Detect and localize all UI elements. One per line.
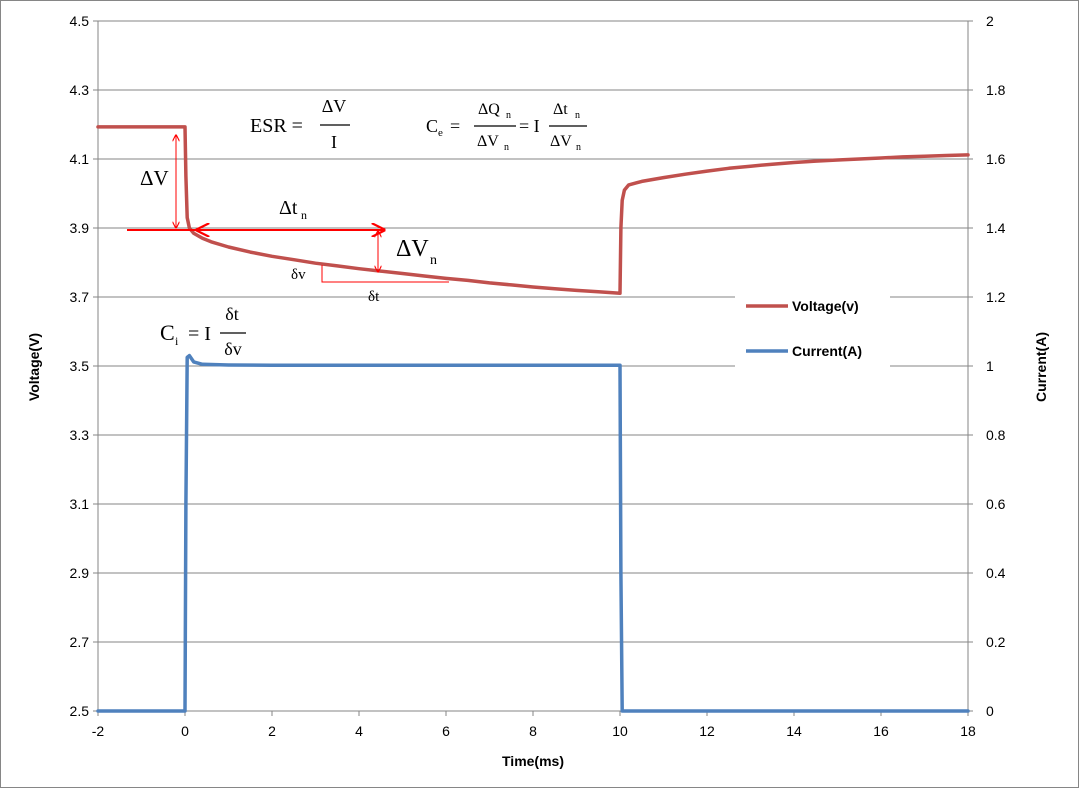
x-tick-label: 14 [786,723,802,739]
y-tick-label: 4.5 [70,13,90,29]
y2-tick-label: 0.6 [986,496,1006,512]
ce-den2-sub: n [576,142,581,153]
y-tick-label: 4.3 [70,82,90,98]
x-tick-label: 18 [960,723,976,739]
y2-tick-label: 0 [986,703,994,719]
ce-middle: = I [519,116,540,136]
legend: Voltage(v) Current(A) [735,288,890,376]
y2-axis-title: Current(A) [1033,332,1049,402]
esr-numerator: ΔV [322,96,347,116]
ce-prefix: C [426,116,438,136]
x-tick-label: 10 [612,723,628,739]
ce-num2: Δt [553,101,568,118]
x-tick-label: 8 [529,723,537,739]
ce-den1-sub: n [504,142,509,153]
ce-num2-sub: n [575,110,580,121]
delta-v-label: ΔV [140,166,169,190]
small-dt-label: δt [368,289,380,305]
delta-vn-subscript: n [430,253,437,268]
ci-equation: C i = I δt δv [160,304,246,359]
x-tick-label: -2 [92,723,105,739]
x-tick-label: 2 [268,723,276,739]
esr-equation: ESR = ΔV I [250,96,350,152]
series-line-voltage-v [96,125,970,295]
y2-tick-label: 1.2 [986,289,1006,305]
y2-tick-label: 1 [986,358,994,374]
legend-background [735,288,890,376]
y2-tick-label: 2 [986,13,994,29]
y-tick-label: 3.5 [70,358,90,374]
y-tick-label: 3.1 [70,496,90,512]
x-tick-label: 0 [181,723,189,739]
tick-labels: 2.5 2.7 2.9 3.1 3.3 3.5 3.7 3.9 4.1 4.3 4.5 0 0.2 0.4… [70,13,1006,739]
x-axis-title: Time(ms) [502,753,564,769]
small-dv-label: δv [291,267,306,283]
x-tick-label: 6 [442,723,450,739]
y2-tick-label: 0.2 [986,634,1006,650]
annotations: ΔV Δt n ΔV n δv δt [127,135,449,305]
y2-tick-label: 1.6 [986,151,1006,167]
axes [93,20,973,716]
y2-tick-label: 1.4 [986,220,1006,236]
slope-triangle [321,265,449,283]
ce-equation: C e = ΔQ n ΔV n = I Δt n ΔV n [426,101,587,153]
esr-denominator: I [331,132,337,152]
ce-den2: ΔV [550,133,572,150]
ci-subscript: i [175,334,179,348]
legend-voltage-label: Voltage(v) [792,298,859,314]
delta-tn-subscript: n [301,208,307,222]
esr-prefix: ESR = [250,115,303,137]
x-tick-label: 4 [355,723,363,739]
y2-tick-label: 0.4 [986,565,1006,581]
delta-tn-label: Δt [279,197,298,219]
y-tick-label: 3.9 [70,220,90,236]
y-tick-label: 2.9 [70,565,90,581]
y-axis-title: Voltage(V) [26,333,42,401]
ce-equals: = [450,116,460,136]
ce-den1: ΔV [477,133,499,150]
ci-prefix: C [160,320,175,345]
ce-num1-sub: n [506,110,511,121]
legend-current-label: Current(A) [792,343,862,359]
y-tick-label: 4.1 [70,151,90,167]
y-tick-label: 3.3 [70,427,90,443]
y2-tick-label: 1.8 [986,82,1006,98]
y-tick-label: 2.7 [70,634,90,650]
ci-middle: = I [188,323,211,345]
y-tick-label: 3.7 [70,289,90,305]
series-group [96,125,970,713]
y-tick-label: 2.5 [70,703,90,719]
delta-vn-label: ΔV [396,236,429,262]
ci-denominator: δv [224,339,241,359]
ci-numerator: δt [225,304,238,324]
x-tick-label: 12 [699,723,715,739]
series-line-current-a [96,353,970,713]
ce-num1: ΔQ [478,101,500,118]
x-tick-label: 16 [873,723,889,739]
ce-subscript: e [438,127,443,139]
y2-tick-label: 0.8 [986,427,1006,443]
